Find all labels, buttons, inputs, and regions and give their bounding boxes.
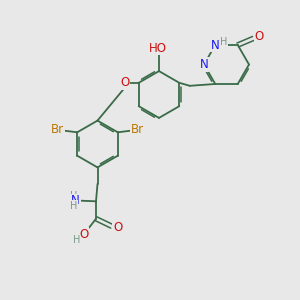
Text: Br: Br	[131, 123, 144, 136]
Text: H: H	[70, 201, 78, 211]
Text: O: O	[80, 227, 88, 241]
Text: H: H	[74, 235, 81, 245]
Text: O: O	[255, 30, 264, 44]
Text: N: N	[200, 58, 208, 71]
Text: H: H	[70, 190, 78, 201]
Text: N: N	[211, 38, 220, 52]
Text: HO: HO	[148, 41, 166, 55]
Text: H: H	[220, 37, 227, 47]
Text: O: O	[113, 221, 122, 234]
Text: N: N	[71, 194, 80, 207]
Text: O: O	[121, 76, 130, 89]
Text: Br: Br	[51, 123, 64, 136]
